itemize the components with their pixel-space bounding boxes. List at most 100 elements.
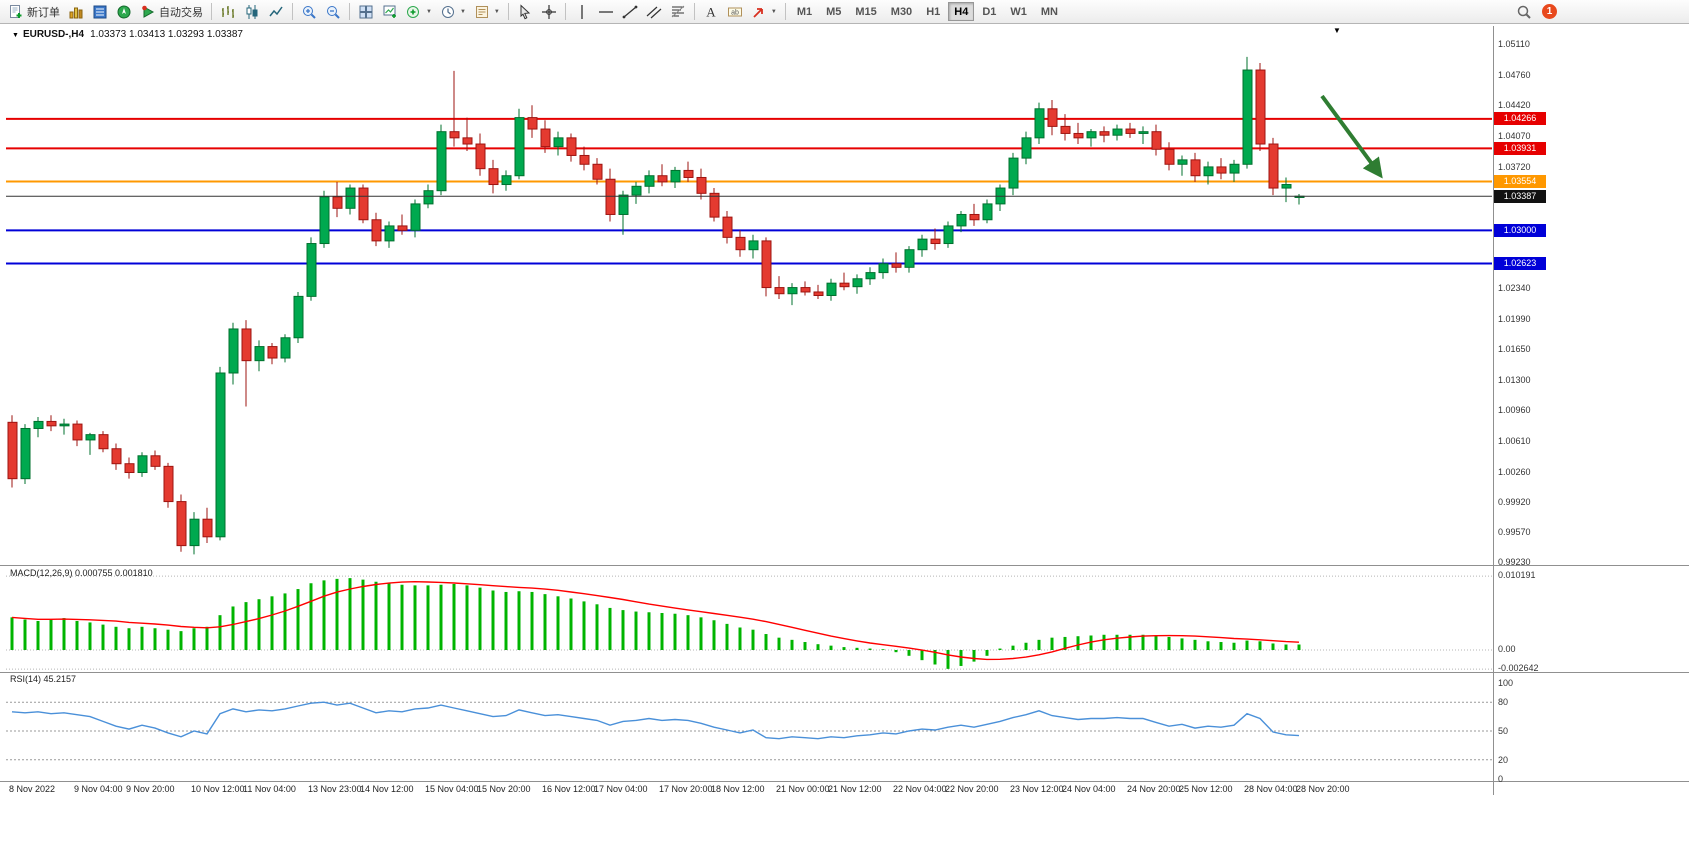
timeframe-m15[interactable]: M15 xyxy=(849,2,882,21)
candle-body xyxy=(1203,166,1214,177)
chart-shift-marker-icon[interactable]: ▼ xyxy=(1333,26,1341,35)
vertical-line-button[interactable] xyxy=(570,1,594,22)
candle-body xyxy=(618,194,629,215)
new-chart-button[interactable] xyxy=(378,1,402,22)
timeframe-h1[interactable]: H1 xyxy=(920,2,946,21)
indicators-button[interactable]: ▼ xyxy=(402,1,436,22)
candle-body xyxy=(228,328,239,374)
candle-body xyxy=(1255,69,1266,145)
candle-body xyxy=(579,154,590,165)
timeframe-mn[interactable]: MN xyxy=(1035,2,1064,21)
timeframe-h4[interactable]: H4 xyxy=(948,2,975,21)
line-chart-icon xyxy=(269,6,283,16)
candle-body xyxy=(371,219,382,242)
candle-body xyxy=(1125,128,1136,134)
navigator-icon xyxy=(117,5,131,18)
market-watch-button[interactable] xyxy=(64,1,88,22)
search-button[interactable] xyxy=(1512,1,1536,22)
toolbar-group-windows: ▼ ▼ ▼ xyxy=(354,1,504,22)
candle-body xyxy=(98,434,109,450)
toolbar-group-objects: A ab ▼ xyxy=(699,1,781,22)
toolbar-separator xyxy=(784,3,786,20)
symbol-dropdown-icon[interactable]: ▼ xyxy=(12,32,19,39)
timeframe-d1[interactable]: D1 xyxy=(976,2,1002,21)
zoom-out-button[interactable] xyxy=(321,1,345,22)
candle-body xyxy=(891,263,902,268)
channel-button[interactable] xyxy=(642,1,666,22)
candle-body xyxy=(566,137,577,156)
candle-body xyxy=(852,278,863,288)
zoom-in-button[interactable] xyxy=(297,1,321,22)
timeframe-m1[interactable]: M1 xyxy=(791,2,818,21)
timeframe-w1[interactable]: W1 xyxy=(1004,2,1033,21)
periods-button[interactable]: ▼ xyxy=(436,1,470,22)
bar-chart-button[interactable] xyxy=(216,1,240,22)
candle-body xyxy=(124,463,135,474)
candle-body xyxy=(202,518,213,538)
text-label-button[interactable]: ab xyxy=(723,1,747,22)
candle-body xyxy=(735,236,746,251)
zoom-out-icon xyxy=(327,5,340,19)
rsi-line xyxy=(11,701,1300,740)
crosshair-button[interactable] xyxy=(537,1,561,22)
toolbar-separator xyxy=(564,3,566,20)
candle-body xyxy=(189,518,200,547)
bar-chart-icon xyxy=(222,5,234,18)
candle-body xyxy=(644,175,655,187)
cursor-icon xyxy=(520,3,531,19)
arrows-tool-button[interactable]: ▼ xyxy=(747,1,781,22)
candle-body xyxy=(813,291,824,296)
candlestick-chart-button[interactable] xyxy=(240,1,264,22)
toolbar-group-chart-type xyxy=(216,1,288,22)
templates-icon xyxy=(475,5,488,18)
candle-body xyxy=(787,287,798,295)
notification-badge[interactable]: 1 xyxy=(1542,4,1557,19)
auto-trading-button[interactable]: 自动交易 xyxy=(136,1,207,22)
candle-body xyxy=(85,434,96,441)
candle-body xyxy=(1177,159,1188,165)
tile-windows-button[interactable] xyxy=(354,1,378,22)
candle-body xyxy=(137,455,148,474)
horizontal-line-button[interactable] xyxy=(594,1,618,22)
trend-arrow[interactable] xyxy=(1320,94,1383,179)
toolbar-group-lines xyxy=(570,1,690,22)
candle-body xyxy=(982,203,993,221)
new-order-icon xyxy=(10,4,22,18)
candle-body xyxy=(176,501,187,547)
data-window-button[interactable] xyxy=(88,1,112,22)
candle-body xyxy=(488,168,499,186)
candle-body xyxy=(410,203,421,231)
candle-body xyxy=(397,225,408,231)
text-tool-button[interactable]: A xyxy=(699,1,723,22)
candle-body xyxy=(683,169,694,178)
candle-body xyxy=(501,175,512,186)
new-order-button[interactable]: 新订单 xyxy=(4,1,64,22)
templates-button[interactable]: ▼ xyxy=(470,1,504,22)
cursor-button[interactable] xyxy=(513,1,537,22)
trendline-button[interactable] xyxy=(618,1,642,22)
candle-body xyxy=(592,163,603,180)
candle-body xyxy=(605,178,616,215)
candle-body xyxy=(1190,159,1201,177)
candle-body xyxy=(475,143,486,170)
search-icon xyxy=(1517,5,1531,19)
candle-body xyxy=(839,282,850,288)
timeframe-m5[interactable]: M5 xyxy=(820,2,847,21)
candle-body xyxy=(163,465,174,503)
symbol-period: EURUSD-,H4 xyxy=(22,29,85,40)
new-chart-icon xyxy=(383,5,396,18)
candle-body xyxy=(59,423,70,427)
candle-body xyxy=(631,185,642,196)
navigator-button[interactable] xyxy=(112,1,136,22)
fibonacci-button[interactable] xyxy=(666,1,690,22)
candle-body xyxy=(462,137,473,145)
candle-body xyxy=(1112,128,1123,136)
candle-body xyxy=(514,117,525,177)
candle-body xyxy=(293,295,304,339)
horizontal-line-icon xyxy=(598,10,613,13)
toolbar-separator xyxy=(292,3,293,20)
candle-body xyxy=(150,455,161,467)
line-chart-button[interactable] xyxy=(264,1,288,22)
timeframe-m30[interactable]: M30 xyxy=(885,2,918,21)
